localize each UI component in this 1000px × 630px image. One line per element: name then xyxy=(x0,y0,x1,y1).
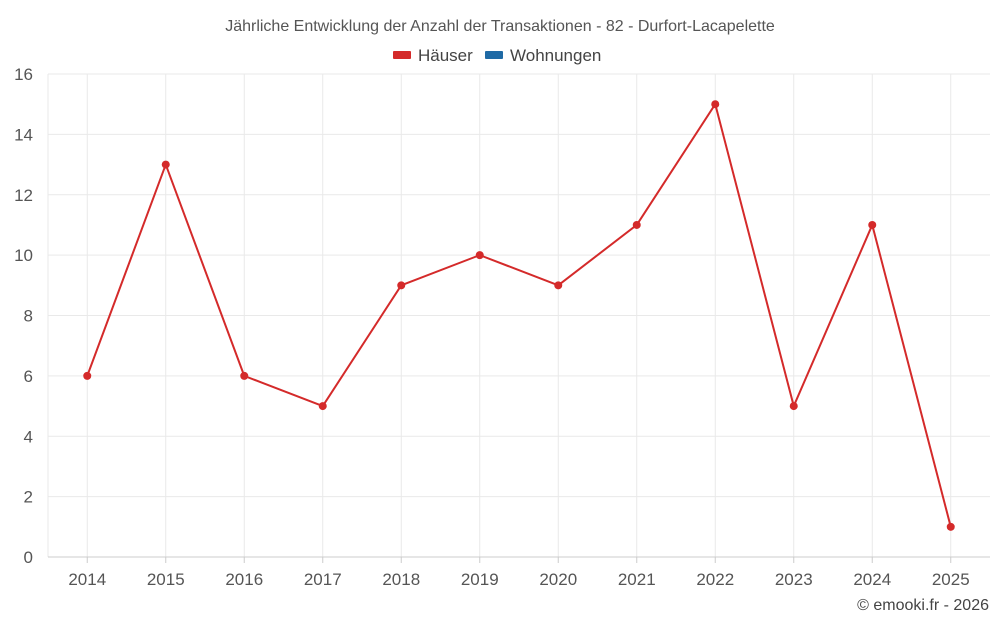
legend-item-haeuser[interactable]: Häuser xyxy=(393,46,473,65)
data-point[interactable] xyxy=(789,402,798,411)
series-layer xyxy=(83,100,955,531)
y-tick-label: 14 xyxy=(14,125,33,144)
y-tick-label: 12 xyxy=(14,186,33,205)
credit-text: © emooki.fr - 2026 xyxy=(857,597,989,614)
x-tick-label: 2022 xyxy=(696,570,734,589)
legend-swatch-haeuser xyxy=(393,51,411,59)
x-tick-label: 2015 xyxy=(147,570,185,589)
x-tick-label: 2017 xyxy=(304,570,342,589)
y-tick-label: 16 xyxy=(14,65,33,84)
legend-label-wohnungen: Wohnungen xyxy=(510,46,601,65)
data-point[interactable] xyxy=(397,281,406,290)
y-tick-label: 2 xyxy=(24,488,33,507)
data-point[interactable] xyxy=(475,251,484,260)
x-tick-label: 2025 xyxy=(932,570,970,589)
legend-item-wohnungen[interactable]: Wohnungen xyxy=(485,46,601,65)
x-tick-label: 2023 xyxy=(775,570,813,589)
data-point[interactable] xyxy=(83,371,92,380)
data-point[interactable] xyxy=(711,100,720,109)
legend-swatch-wohnungen xyxy=(485,51,503,59)
legend: Häuser Wohnungen xyxy=(393,46,601,65)
x-tick-label: 2018 xyxy=(382,570,420,589)
data-point[interactable] xyxy=(868,220,877,229)
y-tick-label: 4 xyxy=(24,427,33,446)
grid xyxy=(47,73,990,557)
legend-label-haeuser: Häuser xyxy=(418,46,473,65)
y-tick-label: 8 xyxy=(24,307,33,326)
x-tick-label: 2024 xyxy=(853,570,891,589)
x-tick-label: 2016 xyxy=(225,570,263,589)
data-point[interactable] xyxy=(632,220,641,229)
data-point[interactable] xyxy=(318,402,327,411)
data-point[interactable] xyxy=(946,522,955,531)
y-tick-label: 6 xyxy=(24,367,33,386)
x-tick-label: 2014 xyxy=(68,570,106,589)
data-point[interactable] xyxy=(240,371,249,380)
series-line-0 xyxy=(86,103,952,528)
y-tick-label: 10 xyxy=(14,246,33,265)
data-point[interactable] xyxy=(554,281,563,290)
x-tick-label: 2021 xyxy=(618,570,656,589)
data-point[interactable] xyxy=(161,160,170,169)
y-tick-label: 0 xyxy=(24,548,33,567)
x-tick-label: 2020 xyxy=(539,570,577,589)
x-tick-label: 2019 xyxy=(461,570,499,589)
axes: 0 2 4 6 8 10 12 14 16 2014 2015 2016 2017 2018 2019 202… xyxy=(14,65,990,589)
chart-title: Jährliche Entwicklung der Anzahl der Tra… xyxy=(225,18,775,35)
